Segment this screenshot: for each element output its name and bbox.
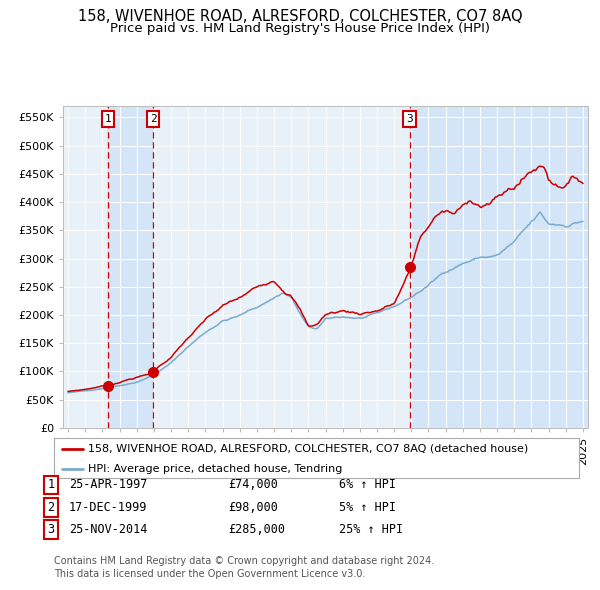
- Text: Price paid vs. HM Land Registry's House Price Index (HPI): Price paid vs. HM Land Registry's House …: [110, 22, 490, 35]
- Text: 3: 3: [47, 523, 55, 536]
- Text: 5% ↑ HPI: 5% ↑ HPI: [339, 501, 396, 514]
- Text: £285,000: £285,000: [228, 523, 285, 536]
- Text: 17-DEC-1999: 17-DEC-1999: [69, 501, 148, 514]
- Text: 1: 1: [47, 478, 55, 491]
- Text: 2: 2: [150, 114, 157, 124]
- Text: HPI: Average price, detached house, Tendring: HPI: Average price, detached house, Tend…: [88, 464, 343, 474]
- Bar: [108, 106, 153, 428]
- Text: 25% ↑ HPI: 25% ↑ HPI: [339, 523, 403, 536]
- Text: 3: 3: [406, 114, 413, 124]
- Text: 25-APR-1997: 25-APR-1997: [69, 478, 148, 491]
- Text: 1: 1: [104, 114, 112, 124]
- Text: 6% ↑ HPI: 6% ↑ HPI: [339, 478, 396, 491]
- Text: Contains HM Land Registry data © Crown copyright and database right 2024.
This d: Contains HM Land Registry data © Crown c…: [54, 556, 434, 579]
- Text: 158, WIVENHOE ROAD, ALRESFORD, COLCHESTER, CO7 8AQ (detached house): 158, WIVENHOE ROAD, ALRESFORD, COLCHESTE…: [88, 444, 529, 454]
- Text: 158, WIVENHOE ROAD, ALRESFORD, COLCHESTER, CO7 8AQ: 158, WIVENHOE ROAD, ALRESFORD, COLCHESTE…: [77, 9, 523, 24]
- Bar: [410, 106, 588, 428]
- Text: £74,000: £74,000: [228, 478, 278, 491]
- Text: £98,000: £98,000: [228, 501, 278, 514]
- Text: 25-NOV-2014: 25-NOV-2014: [69, 523, 148, 536]
- Text: 2: 2: [47, 501, 55, 514]
